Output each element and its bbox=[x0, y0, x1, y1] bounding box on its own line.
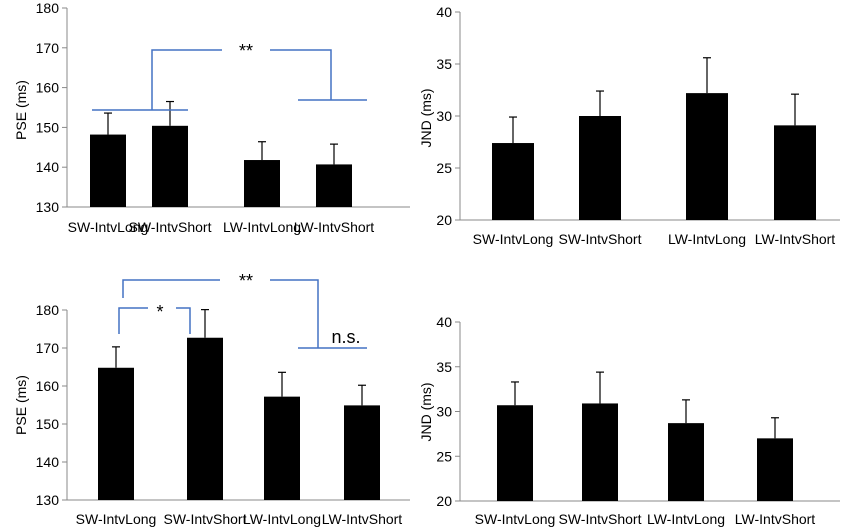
bracket-bottom-left-main-right bbox=[270, 279, 319, 348]
x-tick-label: LW-IntvLong bbox=[668, 231, 746, 247]
y-tick-label: 150 bbox=[36, 119, 60, 135]
sig-label-bottom-left-main: ** bbox=[239, 271, 253, 291]
panel-top-right: 20 25 30 35 40 JND (ms) SW-IntvLong SW-IntvShor… bbox=[418, 4, 840, 247]
bar bbox=[90, 134, 126, 207]
y-axis-label: PSE (ms) bbox=[13, 375, 29, 435]
bar bbox=[757, 438, 793, 501]
x-tick-label: SW-IntvLong bbox=[76, 511, 157, 527]
panel-top-left: 130 140 150 160 170 180 PSE (ms) SW-IntvLongSW-… bbox=[13, 0, 410, 235]
y-tick-label: 170 bbox=[36, 40, 60, 56]
x-tick-label: LW-IntvShort bbox=[735, 511, 816, 527]
y-tick-label: 25 bbox=[436, 160, 452, 176]
x-tick-label: SW-IntvLong bbox=[475, 511, 556, 527]
x-tick-label: SW-IntvShort bbox=[164, 511, 247, 527]
bracket-top-left-main bbox=[151, 49, 222, 110]
x-tick-label: LW-IntvShort bbox=[322, 511, 403, 527]
bracket-top-left-main-right bbox=[270, 49, 332, 100]
y-tick-label: 20 bbox=[436, 212, 452, 228]
bar bbox=[264, 396, 300, 500]
bar bbox=[316, 164, 352, 207]
bar bbox=[774, 125, 816, 220]
y-tick-label: 35 bbox=[436, 359, 452, 375]
x-tick-label: LW-IntvLong bbox=[243, 511, 321, 527]
x-tick-label: LW-IntvLong bbox=[223, 219, 301, 235]
bar bbox=[152, 125, 188, 207]
x-tick-label: SW-IntvLong bbox=[473, 231, 554, 247]
y-tick-label: 30 bbox=[436, 108, 452, 124]
y-tick-label: 160 bbox=[36, 80, 60, 96]
y-axis-label: JND (ms) bbox=[418, 88, 434, 147]
y-tick-label: 140 bbox=[36, 159, 60, 175]
y-tick-label: 130 bbox=[36, 199, 60, 215]
y-tick-label: 130 bbox=[36, 492, 60, 508]
y-tick-label: 180 bbox=[36, 302, 60, 318]
y-tick-label: 25 bbox=[436, 448, 452, 464]
bar bbox=[579, 116, 621, 220]
sig-label-bottom-left-ns: n.s. bbox=[331, 327, 360, 347]
x-tick-label: LW-IntvLong bbox=[647, 511, 725, 527]
bar bbox=[187, 337, 223, 500]
y-tick-label: 170 bbox=[36, 340, 60, 356]
bar bbox=[668, 423, 704, 501]
y-tick-label: 180 bbox=[36, 0, 60, 16]
y-tick-label: 140 bbox=[36, 454, 60, 470]
panel-bottom-right: 20 25 30 35 40 JND (ms) SW-IntvLong SW-IntvShor… bbox=[418, 314, 840, 527]
bar bbox=[98, 367, 134, 500]
bracket-bottom-left-star-left bbox=[118, 307, 148, 334]
y-tick-label: 35 bbox=[436, 56, 452, 72]
y-tick-label: 20 bbox=[436, 493, 452, 509]
significance-brackets: ** ** * n.s. bbox=[92, 41, 367, 349]
y-tick-label: 150 bbox=[36, 416, 60, 432]
x-tick-label: SW-IntvLong bbox=[68, 219, 149, 235]
x-tick-label: SW-IntvShort bbox=[559, 511, 642, 527]
bar bbox=[497, 405, 533, 501]
bracket-bottom-left-star-right bbox=[176, 307, 191, 334]
y-axis-label: PSE (ms) bbox=[13, 80, 29, 140]
bar bbox=[244, 160, 280, 207]
bar bbox=[686, 93, 728, 220]
panel-bottom-left: 130 140 150 160 170 180 PSE (ms) SW-IntvLong SW-… bbox=[13, 302, 410, 527]
sig-label-bottom-left-star: * bbox=[156, 302, 163, 322]
x-tick-label: LW-IntvShort bbox=[755, 231, 836, 247]
y-tick-label: 30 bbox=[436, 404, 452, 420]
x-tick-label: SW-IntvShort bbox=[559, 231, 642, 247]
sig-label-top-left: ** bbox=[239, 41, 253, 61]
bracket-bottom-left-main-left bbox=[122, 279, 220, 298]
y-tick-label: 40 bbox=[436, 4, 452, 20]
x-tick-label: SW-IntvShort bbox=[129, 219, 212, 235]
bar bbox=[492, 143, 534, 220]
y-axis-label: JND (ms) bbox=[418, 382, 434, 441]
y-tick-label: 160 bbox=[36, 378, 60, 394]
x-tick-label: LW-IntvShort bbox=[294, 219, 375, 235]
y-tick-label: 40 bbox=[436, 314, 452, 330]
bar bbox=[344, 405, 380, 500]
bar bbox=[582, 403, 618, 501]
